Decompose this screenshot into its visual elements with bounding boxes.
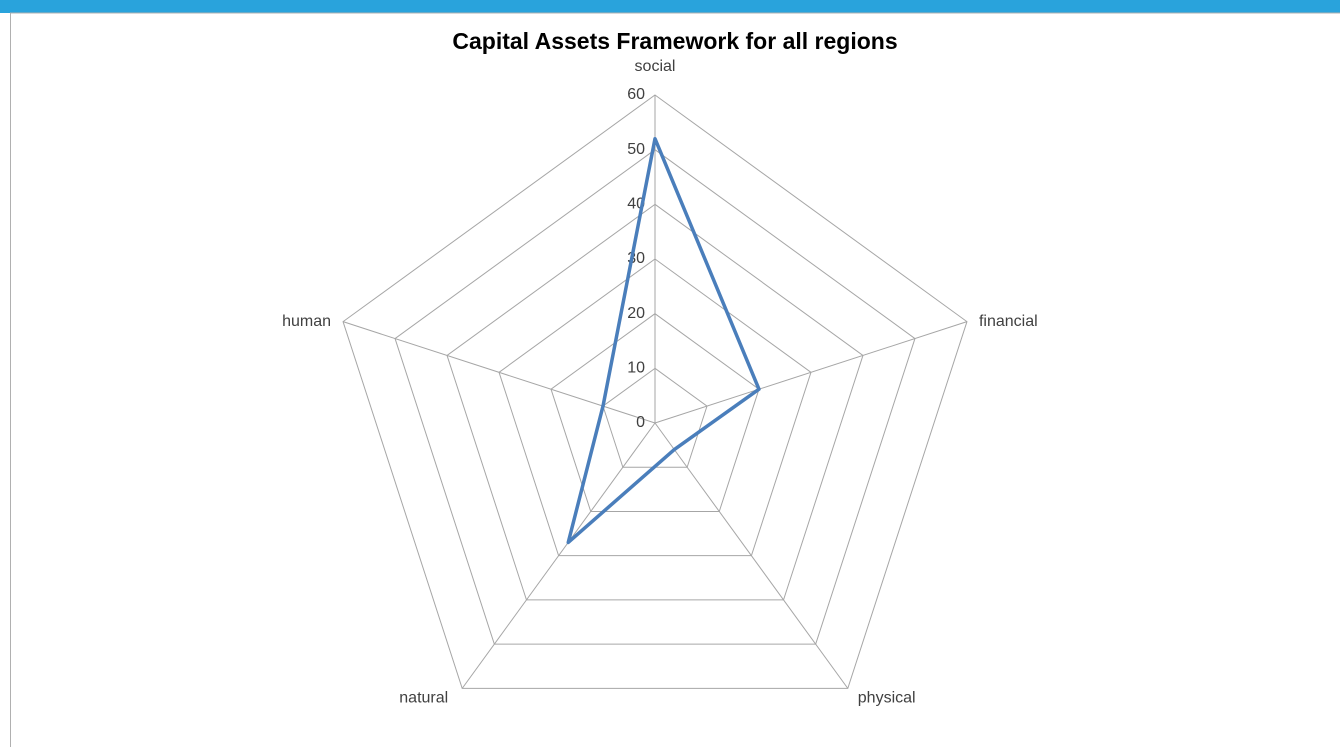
y-tick-label: 20 [627, 305, 645, 322]
y-tick-label: 50 [627, 141, 645, 158]
y-tick-label: 0 [636, 414, 645, 431]
y-tick-label: 10 [627, 360, 645, 377]
category-label: financial [979, 313, 1038, 330]
category-label: human [282, 313, 331, 330]
spoke [655, 322, 967, 423]
category-label: physical [858, 690, 916, 707]
chart-frame [11, 13, 1340, 747]
header-bar [0, 0, 1340, 13]
category-label: social [635, 58, 676, 75]
chart-title: Capital Assets Framework for all regions [452, 28, 897, 54]
radar-line [568, 139, 759, 543]
category-label: natural [399, 690, 448, 707]
y-tick-label: 60 [627, 86, 645, 103]
